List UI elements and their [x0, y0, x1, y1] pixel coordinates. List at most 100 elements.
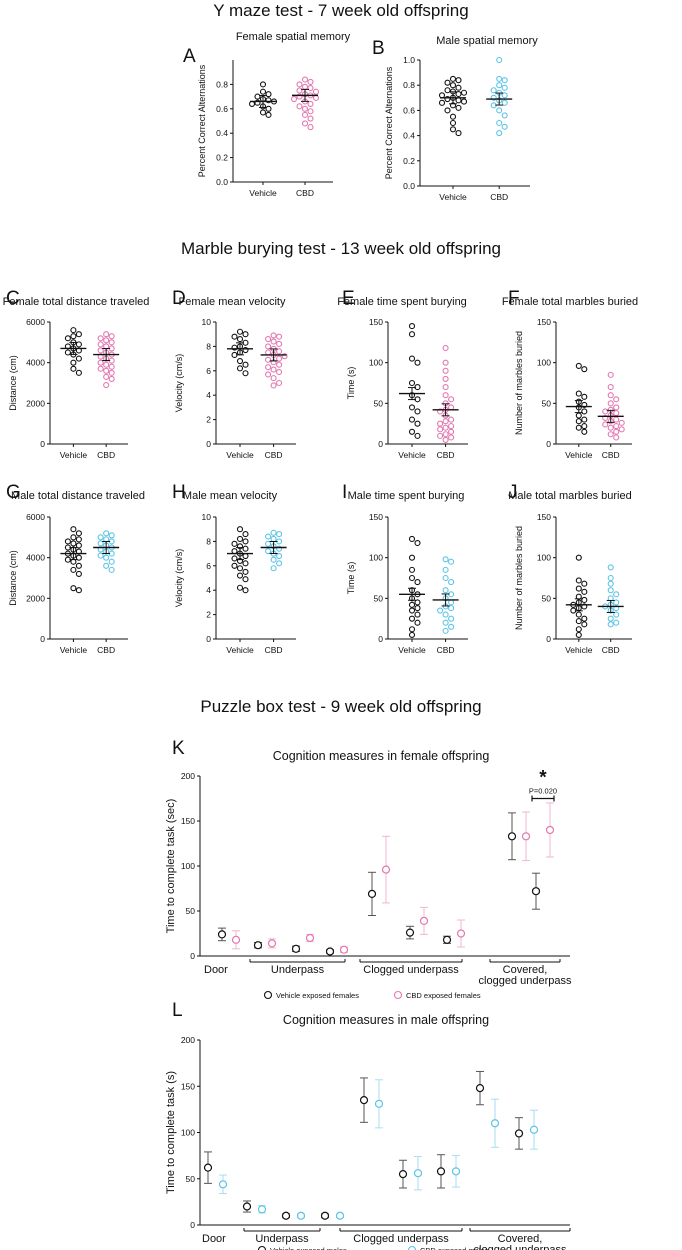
data-point	[408, 535, 416, 543]
data-point	[108, 339, 115, 346]
x-tick-label: CBD	[602, 645, 620, 655]
data-point	[236, 336, 244, 343]
y-tick-label: 150	[537, 317, 551, 327]
data-point	[408, 601, 416, 608]
y-tick-label: 4	[206, 390, 211, 400]
data-point	[242, 370, 249, 377]
data-point	[408, 607, 416, 614]
panel-label: B	[372, 38, 385, 59]
panel-label: J	[508, 482, 518, 503]
data-point	[613, 396, 620, 403]
data-point	[203, 1163, 213, 1172]
data-point	[442, 344, 449, 352]
data-point	[607, 574, 614, 582]
data-point	[103, 381, 110, 389]
x-tick-label: Vehicle	[60, 450, 88, 460]
data-point	[414, 579, 421, 586]
panel-label: D	[172, 288, 186, 309]
y-tick-label: 10	[202, 512, 212, 522]
data-point	[448, 434, 455, 441]
data-point	[613, 611, 620, 618]
legend-marker	[263, 990, 273, 1000]
data-point	[270, 535, 277, 543]
data-point	[442, 574, 449, 582]
data-point	[414, 359, 421, 366]
data-point	[97, 365, 104, 372]
x-tick-label: Vehicle	[398, 645, 426, 655]
data-point	[242, 587, 249, 594]
data-point	[414, 420, 421, 427]
data-point	[607, 587, 614, 594]
data-point	[75, 369, 82, 376]
data-point	[602, 414, 609, 422]
data-point	[581, 588, 588, 595]
panel-label: L	[172, 1000, 183, 1021]
data-point	[307, 100, 314, 107]
y-tick-label: 6	[206, 561, 211, 571]
data-point	[398, 1170, 408, 1179]
data-point	[442, 627, 449, 634]
data-point	[408, 428, 416, 435]
data-point	[97, 359, 104, 366]
panel-title: Female total distance traveled	[3, 296, 150, 308]
data-point	[276, 348, 283, 355]
data-point	[64, 349, 71, 356]
data-point	[97, 552, 104, 559]
x-tick-label: CBD	[97, 450, 115, 460]
data-point	[103, 331, 110, 338]
y-tick-label: 50	[542, 593, 552, 603]
data-point	[296, 87, 303, 94]
data-point	[408, 323, 416, 330]
data-point	[575, 418, 582, 425]
x-tick-label: Vehicle	[226, 450, 254, 460]
data-point	[448, 623, 455, 630]
data-point	[75, 554, 82, 561]
x-tick-label: CBD	[265, 645, 283, 655]
panel-title: Male mean velocity	[183, 490, 278, 502]
legend-label: CBD exposed females	[406, 991, 481, 1000]
data-point	[291, 944, 301, 953]
data-point	[265, 91, 272, 98]
data-point	[442, 587, 449, 594]
data-point	[70, 359, 77, 366]
data-point	[70, 534, 77, 541]
y-axis-label: Number of marbles buried	[514, 331, 524, 435]
y-axis-label: Time to complete task (s)	[165, 1071, 177, 1194]
data-point	[405, 928, 415, 937]
data-point	[408, 416, 416, 423]
data-point	[103, 530, 110, 537]
data-point	[436, 1167, 446, 1176]
panel-title: Female spatial memory	[236, 31, 351, 43]
x-tick-label: CBD	[490, 192, 508, 202]
group-label: Underpass	[271, 964, 325, 976]
x-tick-label: Vehicle	[565, 645, 593, 655]
panel-label: H	[172, 482, 186, 503]
data-point	[448, 558, 455, 565]
x-tick-label: CBD	[97, 645, 115, 655]
data-point	[75, 542, 82, 549]
data-point	[456, 929, 466, 938]
data-point	[276, 368, 283, 376]
x-tick-label: CBD	[437, 645, 455, 655]
data-point	[408, 574, 416, 582]
y-tick-label: 50	[542, 398, 552, 408]
data-point	[501, 112, 508, 119]
group-label: clogged underpass	[479, 975, 572, 987]
y-tick-label: 4000	[26, 553, 45, 563]
data-point	[265, 533, 272, 540]
data-point	[607, 392, 614, 399]
data-point	[449, 75, 457, 82]
data-point	[575, 362, 582, 369]
data-point	[496, 75, 503, 82]
data-point	[501, 123, 508, 130]
data-point	[305, 933, 315, 943]
x-tick-label: CBD	[296, 188, 314, 198]
data-point	[581, 428, 588, 435]
data-point	[437, 426, 444, 433]
data-point	[236, 535, 244, 543]
data-point	[270, 332, 277, 339]
data-point	[236, 328, 244, 335]
data-point	[613, 416, 620, 423]
data-point	[270, 565, 277, 572]
